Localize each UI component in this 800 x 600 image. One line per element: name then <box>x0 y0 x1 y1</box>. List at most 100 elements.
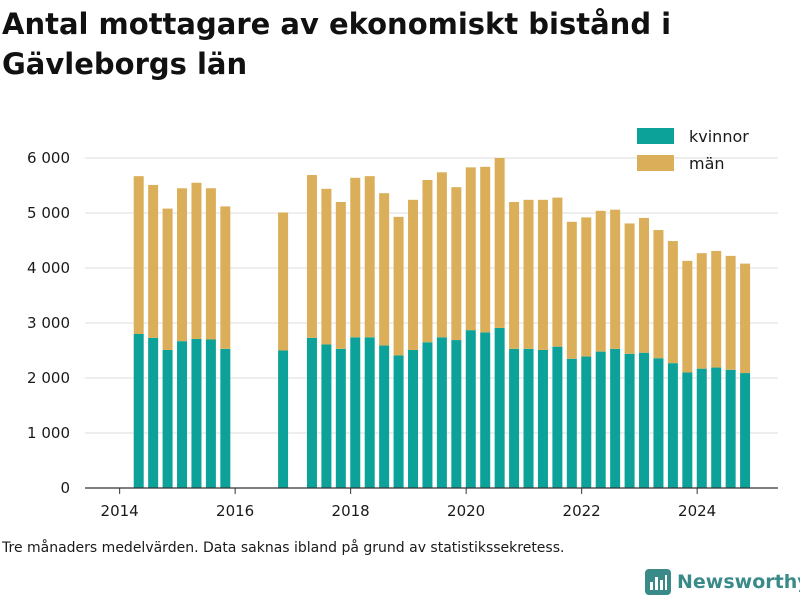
bar-man <box>379 193 390 346</box>
bar-man <box>465 167 476 331</box>
bar-man <box>451 187 462 341</box>
bar-kvinnor <box>711 367 722 488</box>
bar-man <box>610 209 621 349</box>
bar-man <box>422 180 433 343</box>
legend-swatch <box>637 155 674 171</box>
bars <box>133 158 751 488</box>
x-tick-label: 2018 <box>332 502 370 520</box>
bar-kvinnor <box>653 358 664 488</box>
bar-kvinnor <box>696 368 707 488</box>
y-tick-label: 3 000 <box>27 314 70 332</box>
bar-man <box>148 184 159 338</box>
bar-chart-logo-icon <box>645 569 671 595</box>
bar-kvinnor <box>682 372 693 488</box>
x-tick-label: 2022 <box>563 502 601 520</box>
bar-man <box>595 210 606 352</box>
bar-kvinnor <box>278 350 289 488</box>
bar-man <box>350 177 361 338</box>
bar-man <box>278 212 289 351</box>
bar-kvinnor <box>523 348 534 488</box>
bar-kvinnor <box>205 339 216 488</box>
bar-kvinnor <box>595 351 606 488</box>
x-tick-label: 2020 <box>447 502 485 520</box>
bar-man <box>696 253 707 369</box>
bar-man <box>364 176 375 338</box>
x-tick-label: 2014 <box>101 502 139 520</box>
bar-man <box>177 188 188 342</box>
bar-man <box>220 206 231 349</box>
legend: kvinnor män <box>637 127 749 173</box>
bar-kvinnor <box>639 352 650 488</box>
bar-kvinnor <box>422 342 433 488</box>
bar-kvinnor <box>480 332 491 488</box>
legend-swatch <box>637 128 674 144</box>
x-axis: 2014 2016 2018 2020 2022 2024 <box>85 487 778 520</box>
bar-man <box>133 176 144 334</box>
y-tick-label: 2 000 <box>27 369 70 387</box>
bar-kvinnor <box>465 330 476 488</box>
bar-kvinnor <box>306 337 317 488</box>
bar-man <box>494 158 505 328</box>
bar-kvinnor <box>610 348 621 488</box>
bar-kvinnor <box>177 341 188 488</box>
bar-man <box>537 199 548 350</box>
bar-man <box>667 241 678 364</box>
bar-man <box>725 255 736 370</box>
bar-man <box>408 199 419 350</box>
bar-kvinnor <box>350 337 361 488</box>
y-axis-tick-labels: 0 1 000 2 000 3 000 4 000 5 000 6 000 <box>27 149 70 497</box>
bar-kvinnor <box>191 338 202 488</box>
bar-man <box>581 217 592 357</box>
bar-man <box>436 172 447 338</box>
bar-man <box>191 182 202 339</box>
chart-title: Antal mottagare av ekonomiskt bistånd i … <box>2 7 672 81</box>
bar-kvinnor <box>725 369 736 488</box>
bar-man <box>509 202 520 349</box>
bar-kvinnor <box>566 358 577 488</box>
bar-kvinnor <box>451 340 462 488</box>
x-tick-label: 2024 <box>678 502 716 520</box>
bar-kvinnor <box>162 349 173 488</box>
bar-kvinnor <box>408 349 419 488</box>
bar-man <box>624 223 635 354</box>
bar-kvinnor <box>552 346 563 488</box>
bar-kvinnor <box>393 355 404 488</box>
legend-label: män <box>689 154 725 173</box>
bar-kvinnor <box>148 337 159 488</box>
bar-kvinnor <box>581 356 592 488</box>
bar-man <box>682 260 693 373</box>
bar-man <box>523 199 534 349</box>
bar-kvinnor <box>667 363 678 488</box>
bar-man <box>205 188 216 340</box>
bar-man <box>321 188 332 345</box>
bar-kvinnor <box>364 337 375 488</box>
brand-name: Newsworthy <box>677 571 800 593</box>
bar-kvinnor <box>220 348 231 488</box>
footnote: Tre månaders medelvärden. Data saknas ib… <box>2 540 565 556</box>
bar-man <box>740 263 751 374</box>
bar-kvinnor <box>436 337 447 488</box>
bar-man <box>335 202 346 349</box>
x-tick-label: 2016 <box>216 502 254 520</box>
bar-kvinnor <box>321 344 332 488</box>
bar-man <box>566 221 577 359</box>
bar-kvinnor <box>624 353 635 488</box>
bar-kvinnor <box>133 334 144 488</box>
bar-kvinnor <box>379 345 390 488</box>
y-tick-label: 5 000 <box>27 204 70 222</box>
y-tick-label: 4 000 <box>27 259 70 277</box>
bar-man <box>162 208 173 350</box>
y-tick-label: 0 <box>60 479 70 497</box>
y-tick-label: 6 000 <box>27 149 70 167</box>
bar-man <box>393 216 404 356</box>
bar-man <box>711 250 722 368</box>
bar-kvinnor <box>740 373 751 488</box>
bar-man <box>639 217 650 353</box>
bar-kvinnor <box>494 327 505 488</box>
y-tick-label: 1 000 <box>27 424 70 442</box>
bar-kvinnor <box>335 348 346 488</box>
bar-man <box>653 230 664 359</box>
bar-man <box>552 197 563 347</box>
bar-kvinnor <box>509 348 520 488</box>
